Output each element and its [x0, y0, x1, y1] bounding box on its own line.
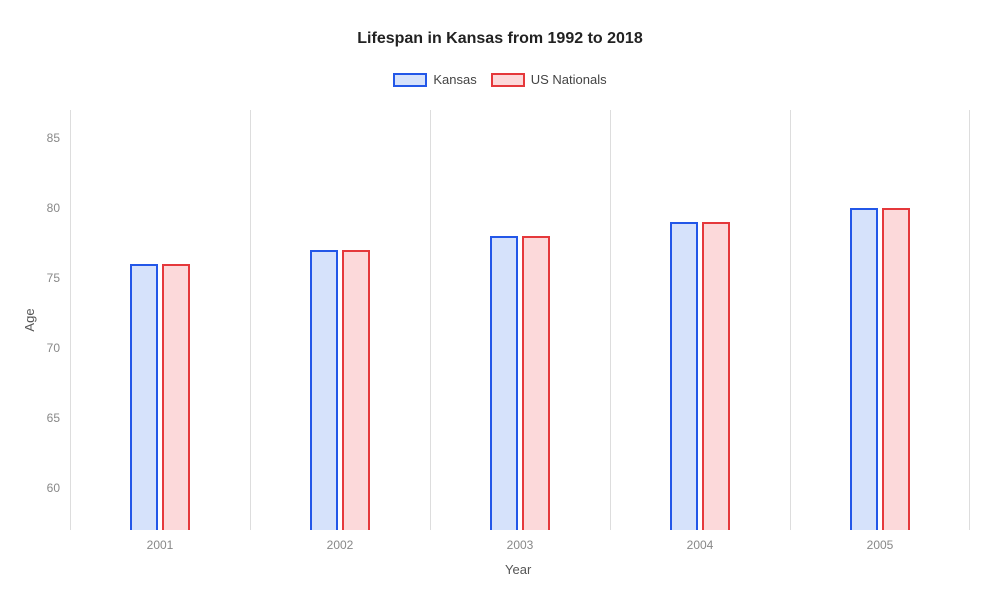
bar-us-nationals	[522, 236, 550, 530]
gridline-vertical	[610, 110, 611, 530]
legend-swatch-kansas	[393, 73, 427, 87]
bar-us-nationals	[702, 222, 730, 530]
chart-title: Lifespan in Kansas from 1992 to 2018	[0, 30, 1000, 48]
legend-label-us: US Nationals	[531, 72, 607, 87]
y-tick-label: 80	[30, 201, 60, 215]
bar-us-nationals	[162, 264, 190, 530]
x-axis-label: Year	[505, 562, 531, 577]
y-axis-label: Age	[22, 308, 37, 331]
y-tick-label: 70	[30, 341, 60, 355]
gridline-vertical	[250, 110, 251, 530]
x-tick-label: 2005	[867, 538, 894, 552]
bar-us-nationals	[342, 250, 370, 530]
y-tick-label: 75	[30, 271, 60, 285]
gridline-vertical	[790, 110, 791, 530]
gridline-vertical	[70, 110, 71, 530]
bar-kansas	[130, 264, 158, 530]
x-tick-label: 2001	[147, 538, 174, 552]
legend-swatch-us	[491, 73, 525, 87]
x-tick-label: 2004	[687, 538, 714, 552]
x-tick-label: 2003	[507, 538, 534, 552]
plot-area	[70, 110, 970, 530]
legend: Kansas US Nationals	[0, 72, 1000, 87]
y-tick-label: 85	[30, 131, 60, 145]
x-tick-label: 2002	[327, 538, 354, 552]
legend-item-us: US Nationals	[491, 72, 607, 87]
y-tick-label: 60	[30, 481, 60, 495]
legend-label-kansas: Kansas	[433, 72, 476, 87]
gridline-vertical	[969, 110, 970, 530]
legend-item-kansas: Kansas	[393, 72, 476, 87]
bar-kansas	[670, 222, 698, 530]
bar-kansas	[490, 236, 518, 530]
chart-container: Lifespan in Kansas from 1992 to 2018 Kan…	[0, 0, 1000, 600]
gridline-vertical	[430, 110, 431, 530]
bar-us-nationals	[882, 208, 910, 530]
y-tick-label: 65	[30, 411, 60, 425]
bar-kansas	[310, 250, 338, 530]
bar-kansas	[850, 208, 878, 530]
